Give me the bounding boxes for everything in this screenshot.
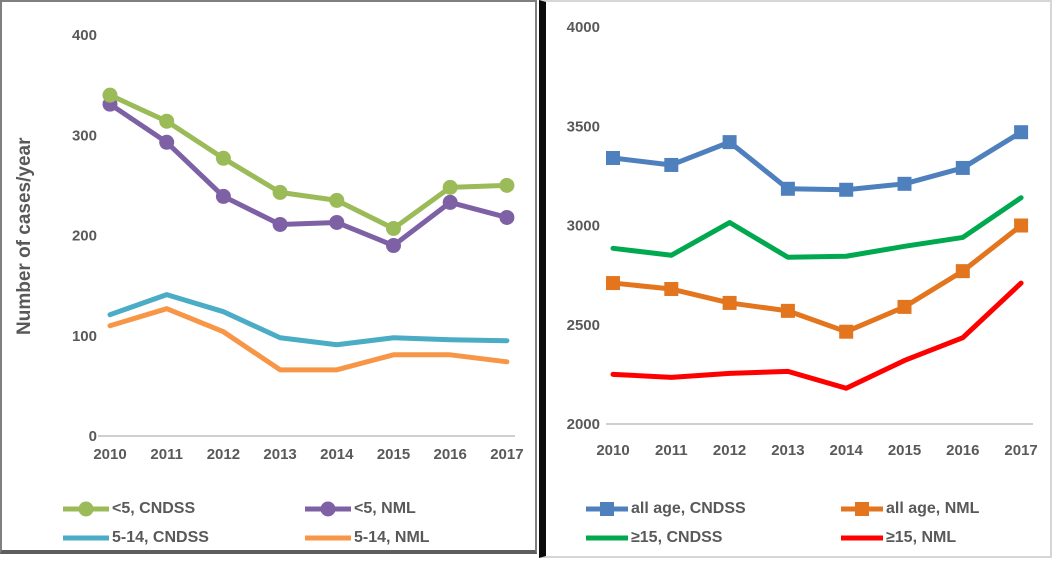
legend-swatch-line-icon bbox=[841, 529, 883, 547]
series-marker bbox=[386, 238, 401, 254]
x-tick-label: 2017 bbox=[490, 446, 523, 463]
legend-swatch-line-square-icon bbox=[586, 500, 628, 518]
legend-item: <5, NML bbox=[305, 496, 430, 522]
legend-label: all age, NML bbox=[886, 500, 980, 517]
series-marker bbox=[272, 184, 288, 200]
series-marker bbox=[664, 282, 679, 297]
x-tick-label: 2013 bbox=[263, 446, 296, 463]
series-line bbox=[107, 292, 510, 348]
y-tick-label: 2000 bbox=[567, 416, 600, 433]
y-tick-label: 3000 bbox=[567, 218, 600, 235]
x-tick-label: 2012 bbox=[713, 442, 746, 459]
series-marker bbox=[1014, 125, 1029, 140]
legend-swatch-line-icon bbox=[63, 529, 109, 547]
series-marker bbox=[102, 87, 118, 103]
legend-label: <5, CNDSS bbox=[112, 500, 196, 517]
legend-swatch-line-circle-icon bbox=[63, 500, 109, 518]
legend-label: ≥15, CNDSS bbox=[631, 529, 723, 546]
legend-item: 5-14, CNDSS bbox=[63, 525, 305, 551]
x-tick-label: 2010 bbox=[596, 442, 629, 459]
series-marker bbox=[955, 264, 970, 279]
y-tick-label: 4000 bbox=[567, 19, 600, 36]
legend-item: <5, CNDSS bbox=[63, 496, 305, 522]
x-tick-label: 2010 bbox=[93, 446, 126, 463]
left-chart-panel: Number of cases/year 0 100 200 300 400 2010 20… bbox=[0, 0, 537, 554]
x-tick-label: 2017 bbox=[1004, 442, 1037, 459]
series-marker bbox=[606, 151, 620, 166]
series-marker bbox=[839, 182, 854, 197]
series-marker bbox=[780, 181, 795, 196]
legend-item: ≥15, NML bbox=[841, 525, 979, 551]
series-marker bbox=[442, 194, 458, 210]
x-tick-label: 2012 bbox=[207, 446, 240, 463]
y-tick-label: 100 bbox=[72, 328, 97, 345]
legend-swatch-line-icon bbox=[586, 529, 628, 547]
legend-item: all age, NML bbox=[841, 496, 979, 522]
y-tick-label: 300 bbox=[72, 127, 97, 144]
series-line bbox=[610, 129, 1024, 193]
series-marker bbox=[1014, 218, 1029, 233]
series-marker bbox=[442, 179, 458, 195]
x-tick-label: 2016 bbox=[946, 442, 979, 459]
x-tick-label: 2015 bbox=[888, 442, 921, 459]
x-tick-label: 2011 bbox=[655, 442, 688, 459]
y-tick-label: 0 bbox=[89, 428, 97, 445]
legend-label: 5-14, CNDSS bbox=[112, 529, 209, 546]
series-marker bbox=[780, 303, 795, 318]
legend-item: all age, CNDSS bbox=[586, 496, 841, 522]
legend-item: ≥15, CNDSS bbox=[586, 525, 841, 551]
series-marker bbox=[664, 157, 679, 172]
right-chart-panel: 2000 2500 3000 3500 4000 2010 2011 2012 2013 2014… bbox=[539, 0, 1052, 558]
series-line bbox=[610, 195, 1024, 260]
series-marker bbox=[329, 214, 345, 230]
series-marker bbox=[839, 324, 854, 339]
legend-swatch-line-circle-icon bbox=[305, 500, 351, 518]
x-tick-label: 2011 bbox=[150, 446, 183, 463]
x-tick-label: 2013 bbox=[771, 442, 804, 459]
x-tick-label: 2014 bbox=[830, 442, 864, 459]
series-marker bbox=[897, 299, 912, 314]
series-marker bbox=[159, 134, 175, 150]
series-line bbox=[610, 223, 1024, 335]
right-chart-legend: all age, CNDSS all age, NML ≥15, CNDSS ≥… bbox=[586, 496, 979, 551]
series-marker bbox=[272, 216, 288, 232]
series-marker bbox=[499, 209, 515, 225]
x-tick-label: 2014 bbox=[320, 446, 354, 463]
series-marker bbox=[215, 150, 231, 166]
series-line bbox=[107, 306, 510, 373]
y-tick-label: 3500 bbox=[567, 118, 600, 135]
left-chart-legend: <5, CNDSS <5, NML 5-14, CNDSS 5-14, NML bbox=[63, 496, 430, 551]
y-tick-label: 2500 bbox=[567, 317, 600, 334]
legend-label: 5-14, NML bbox=[354, 529, 430, 546]
series-marker bbox=[897, 176, 912, 191]
legend-label: <5, NML bbox=[354, 500, 416, 517]
x-tick-label: 2015 bbox=[377, 446, 410, 463]
y-tick-label: 400 bbox=[72, 27, 97, 44]
legend-item: 5-14, NML bbox=[305, 525, 430, 551]
series-line bbox=[107, 92, 510, 231]
x-tick-label: 2016 bbox=[434, 446, 467, 463]
series-marker bbox=[606, 276, 620, 291]
series-marker bbox=[386, 220, 401, 236]
right-chart-plot-area: 2000 2500 3000 3500 4000 2010 2011 2012 2013 2014… bbox=[567, 19, 1038, 459]
series-marker bbox=[215, 188, 231, 204]
series-marker bbox=[329, 192, 345, 208]
series-marker bbox=[722, 135, 737, 150]
left-chart-plot-area: 0 100 200 300 400 2010 2011 2012 2013 2014 2015 201… bbox=[72, 27, 524, 463]
series-line bbox=[107, 101, 510, 249]
legend-swatch-line-square-icon bbox=[841, 500, 883, 518]
series-marker bbox=[159, 113, 175, 129]
series-marker bbox=[722, 295, 737, 310]
series-marker bbox=[499, 177, 515, 193]
series-line bbox=[610, 280, 1024, 391]
legend-label: ≥15, NML bbox=[886, 529, 957, 546]
y-tick-label: 200 bbox=[72, 228, 97, 245]
legend-swatch-line-icon bbox=[305, 529, 351, 547]
series-marker bbox=[955, 160, 970, 175]
legend-label: all age, CNDSS bbox=[631, 500, 746, 517]
